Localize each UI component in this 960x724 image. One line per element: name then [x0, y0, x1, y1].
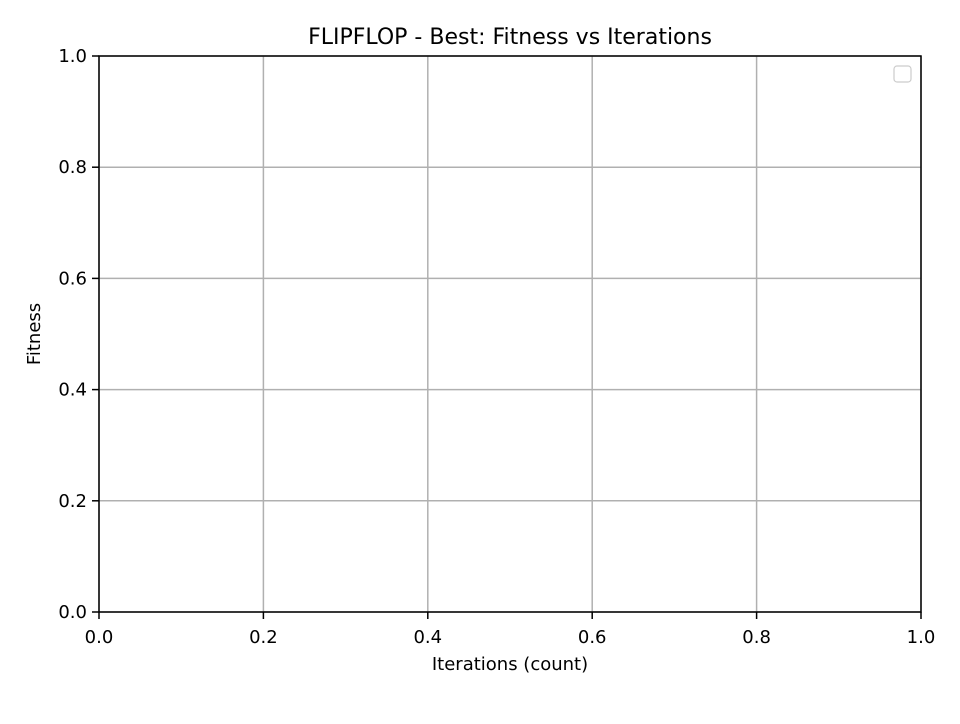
- x-tick-label: 0.8: [742, 627, 771, 648]
- x-tick-label: 0.6: [578, 627, 607, 648]
- y-axis-label: Fitness: [24, 303, 45, 365]
- tick-layer: 0.0 0.2 0.4 0.6 0.8 1.0 0.0 0.2 0.4 0.6 0.8 1.0: [58, 46, 935, 648]
- x-tick-label: 1.0: [907, 627, 936, 648]
- x-tick-label: 0.2: [249, 627, 278, 648]
- plot-area-frame: [98, 55, 922, 613]
- x-tick-label: 0.4: [413, 627, 442, 648]
- y-tick-label: 0.0: [58, 602, 87, 623]
- y-tick-label: 1.0: [58, 46, 87, 67]
- y-tick-label: 0.4: [58, 380, 87, 401]
- y-tick-label: 0.8: [58, 157, 87, 178]
- y-tick-label: 0.6: [58, 268, 87, 289]
- legend-box: [893, 65, 912, 83]
- x-axis-label: Iterations (count): [432, 654, 588, 675]
- x-tick-label: 0.0: [85, 627, 114, 648]
- y-tick-label: 0.2: [58, 491, 87, 512]
- grid-layer: [98, 55, 922, 613]
- chart-title: FLIPFLOP - Best: Fitness vs Iterations: [308, 25, 712, 50]
